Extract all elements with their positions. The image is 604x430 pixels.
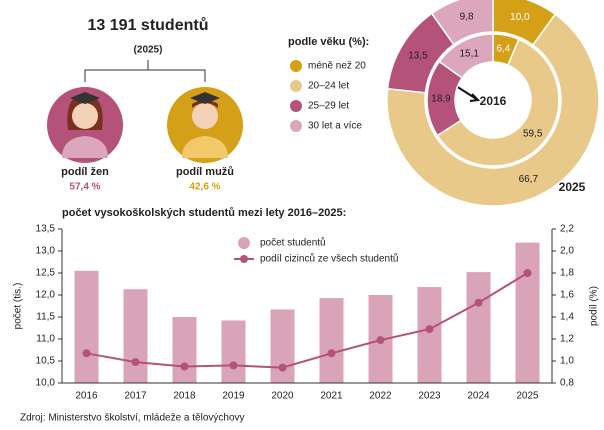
y2-tick-label: 1,4 (560, 312, 574, 323)
segment-label: 6,4 (496, 44, 510, 55)
segment-label: 66,7 (519, 174, 539, 185)
x-tick-label: 2024 (467, 391, 490, 402)
year: (2025) (134, 45, 163, 56)
y-axis-title: počet (tis.) (13, 283, 24, 330)
bar (172, 317, 197, 383)
bar (221, 320, 246, 383)
y2-tick-label: 1,6 (560, 290, 574, 301)
x-tick-label: 2017 (124, 391, 147, 402)
line-point (229, 361, 238, 370)
legend-swatch (290, 60, 302, 72)
y-tick-label: 13,0 (36, 246, 56, 257)
segment-label: 18,9 (431, 93, 451, 104)
line-point (82, 349, 91, 358)
y-tick-label: 12,5 (36, 268, 56, 279)
x-tick-label: 2021 (320, 391, 343, 402)
women-value: 57,4 % (69, 182, 100, 193)
inner-year: 2016 (480, 94, 507, 108)
line-point (474, 298, 483, 307)
x-tick-label: 2018 (173, 391, 196, 402)
legend-swatch (290, 120, 302, 132)
x-tick-label: 2020 (271, 391, 294, 402)
bracket (84, 60, 206, 82)
line-point (180, 362, 189, 371)
line-point (278, 363, 287, 372)
legend-swatch (238, 237, 250, 249)
x-tick-label: 2016 (75, 391, 98, 402)
legend-label: 20–24 let (308, 81, 349, 92)
legend-swatch (240, 255, 248, 263)
y2-tick-label: 0,8 (560, 378, 574, 389)
line (86, 272, 529, 369)
chart-title: počet vysokoškolských studentů mezi lety… (62, 207, 346, 219)
woman-icon (47, 87, 123, 163)
total-students: 13 191 studentů (88, 17, 209, 34)
segment-label: 13,5 (408, 51, 428, 62)
legend-label: podíl cizinců ze všech studentů (260, 253, 398, 265)
segment-label: 15,1 (459, 48, 479, 59)
line-point (131, 358, 140, 367)
bar (74, 270, 99, 383)
y-tick-label: 13,5 (36, 224, 56, 235)
line-point (523, 269, 532, 277)
source: Zdroj: Ministerstvo školství, mládeže a … (20, 413, 245, 424)
x-tick-label: 2019 (222, 391, 245, 402)
legend-swatch (290, 80, 302, 92)
bar (123, 289, 148, 383)
bar (515, 242, 540, 383)
line-point (425, 325, 434, 334)
legend-label: méně než 20 (308, 61, 366, 72)
donut-segment (436, 38, 560, 167)
y2-tick-label: 1,2 (560, 334, 574, 345)
y2-axis-title: podíl (%) (589, 286, 600, 326)
x-tick-label: 2023 (418, 391, 441, 402)
segment-label: 9,8 (460, 12, 474, 23)
women-label: podíl žen (61, 166, 109, 178)
legend-label: počet studentů (260, 237, 326, 249)
line-point (376, 336, 385, 345)
outer-year: 2025 (559, 180, 586, 194)
men-value: 42,6 % (189, 182, 220, 193)
y2-tick-label: 1,0 (560, 356, 574, 367)
men-label: podíl mužů (176, 166, 234, 178)
donut-segment (438, 33, 494, 79)
x-tick-label: 2025 (516, 391, 539, 402)
legend-label: 30 let a více (308, 121, 362, 132)
donut-segment (386, 13, 600, 207)
line-point (327, 349, 336, 358)
y2-tick-label: 1,8 (560, 268, 574, 279)
y-tick-label: 11,0 (36, 334, 55, 345)
y2-tick-label: 2,2 (560, 224, 574, 235)
man-icon (167, 87, 243, 163)
legend-swatch (290, 100, 302, 112)
y-tick-label: 11,5 (36, 312, 55, 323)
x-tick-label: 2022 (369, 391, 392, 402)
segment-label: 59,5 (523, 128, 543, 139)
y-tick-label: 12,0 (36, 290, 56, 301)
arrow-2016 (455, 85, 481, 102)
donut-segment (430, 0, 494, 46)
bar (319, 298, 344, 383)
legend-title: podle věku (%): (288, 36, 369, 48)
y-tick-label: 10,5 (36, 356, 56, 367)
legend-label: 25–29 let (308, 101, 349, 112)
bar (466, 272, 491, 383)
bar (270, 309, 295, 383)
bar (417, 287, 442, 383)
y2-tick-label: 2,0 (560, 246, 574, 257)
y-tick-label: 10,0 (36, 378, 56, 389)
segment-label: 10,0 (510, 12, 530, 23)
